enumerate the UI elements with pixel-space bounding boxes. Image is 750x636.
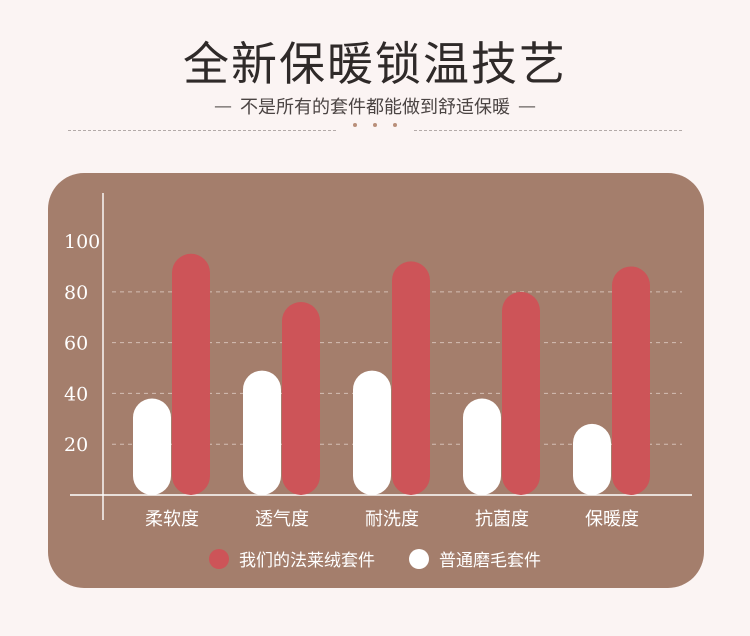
divider-right <box>414 130 682 131</box>
y-tick-label: 60 <box>64 333 88 355</box>
dot-icon <box>393 123 397 127</box>
bar-common <box>133 398 171 495</box>
bar-common <box>573 423 611 495</box>
bar-common <box>243 370 281 495</box>
divider-left <box>68 130 336 131</box>
bar-ours <box>502 291 540 495</box>
page-title: 全新保暖锁温技艺 <box>183 37 567 91</box>
legend-swatch-red <box>209 548 229 569</box>
bar-ours <box>282 302 320 495</box>
dot-icon <box>353 123 357 127</box>
legend-label-common: 普通磨毛套件 <box>439 551 541 571</box>
bar-ours <box>612 266 650 495</box>
x-category-label: 透气度 <box>255 509 309 530</box>
x-category-label: 保暖度 <box>585 509 639 530</box>
x-category-label: 抗菌度 <box>475 509 529 530</box>
dot-icon <box>373 123 377 127</box>
bar-common <box>353 370 391 495</box>
y-tick-label: 100 <box>64 231 100 253</box>
bar-ours <box>392 261 430 495</box>
legend-label-ours: 我们的法莱绒套件 <box>239 551 375 571</box>
y-tick-label: 40 <box>64 383 88 405</box>
subtitle-dash-left: — <box>214 95 232 117</box>
legend-item-ours: 我们的法莱绒套件 <box>209 546 375 571</box>
y-tick-label: 80 <box>64 282 88 304</box>
subtitle-dash-right: — <box>518 95 536 117</box>
legend-item-common: 普通磨毛套件 <box>409 546 541 571</box>
bar-common <box>463 398 501 495</box>
bar-ours <box>172 253 210 495</box>
y-tick-label: 20 <box>64 434 88 456</box>
subtitle-row: — 不是所有的套件都能做到舒适保暖 — <box>0 93 750 119</box>
divider-dots <box>353 123 397 127</box>
legend-swatch-white <box>409 548 429 569</box>
x-category-label: 柔软度 <box>145 509 199 530</box>
chart-legend: 我们的法莱绒套件 普通磨毛套件 <box>0 546 750 571</box>
x-category-label: 耐洗度 <box>365 509 419 530</box>
subtitle-text: 不是所有的套件都能做到舒适保暖 <box>240 97 510 118</box>
